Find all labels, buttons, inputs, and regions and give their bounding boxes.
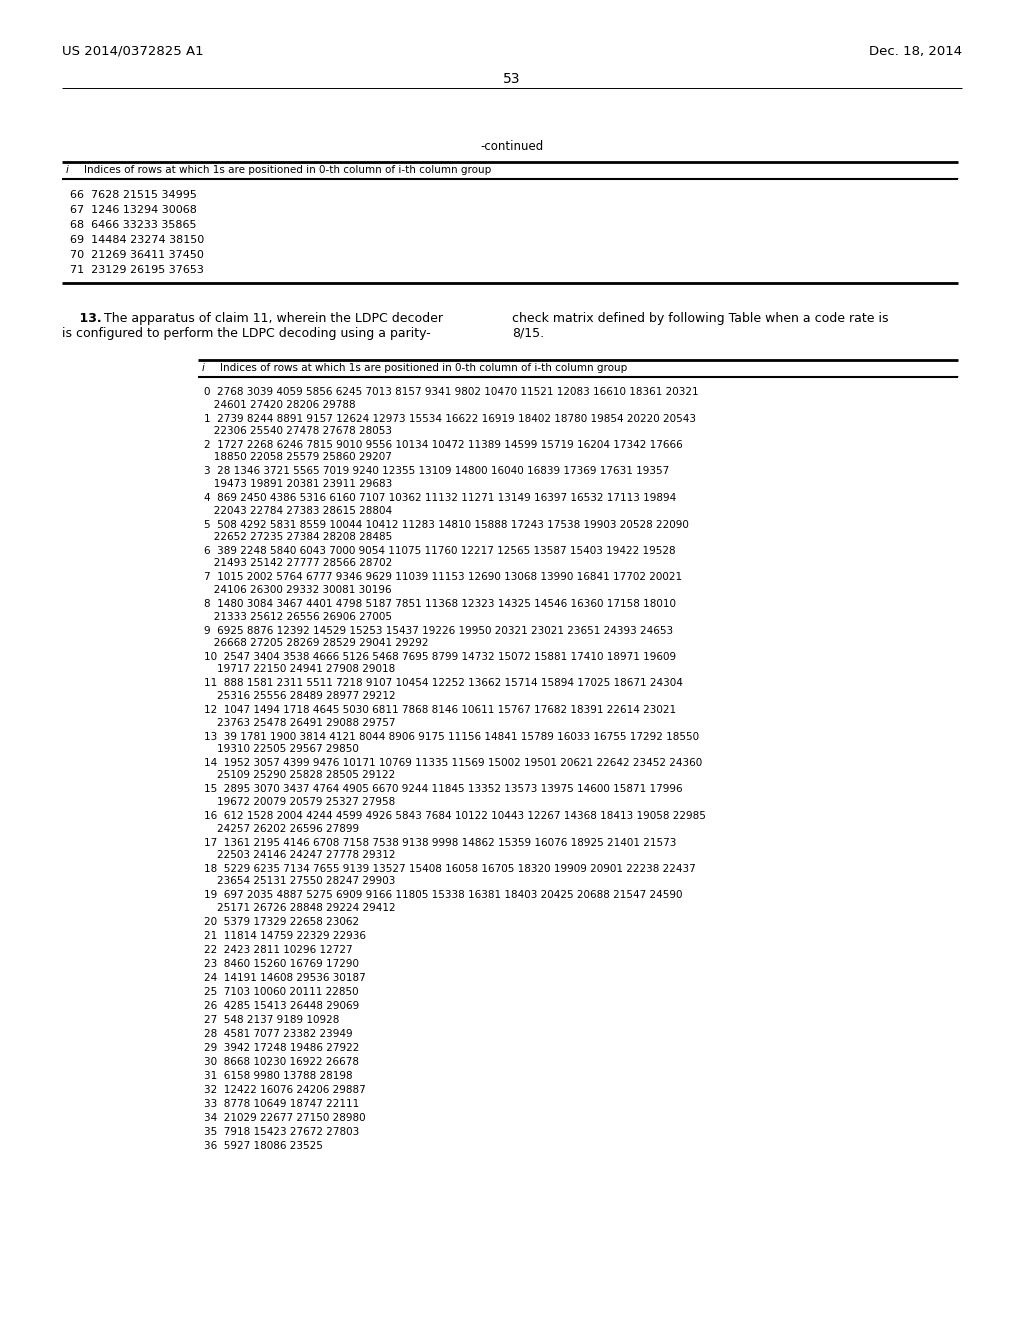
Text: 22  2423 2811 10296 12727: 22 2423 2811 10296 12727 [204, 945, 352, 954]
Text: 29  3942 17248 19486 27922: 29 3942 17248 19486 27922 [204, 1043, 359, 1053]
Text: 12  1047 1494 1718 4645 5030 6811 7868 8146 10611 15767 17682 18391 22614 23021: 12 1047 1494 1718 4645 5030 6811 7868 81… [204, 705, 676, 715]
Text: 15  2895 3070 3437 4764 4905 6670 9244 11845 13352 13573 13975 14600 15871 17996: 15 2895 3070 3437 4764 4905 6670 9244 11… [204, 784, 683, 795]
Text: US 2014/0372825 A1: US 2014/0372825 A1 [62, 45, 204, 58]
Text: 8/15.: 8/15. [512, 327, 544, 341]
Text: 35  7918 15423 27672 27803: 35 7918 15423 27672 27803 [204, 1127, 359, 1137]
Text: 18  5229 6235 7134 7655 9139 13527 15408 16058 16705 18320 19909 20901 22238 224: 18 5229 6235 7134 7655 9139 13527 15408 … [204, 865, 695, 874]
Text: 21  11814 14759 22329 22936: 21 11814 14759 22329 22936 [204, 931, 366, 941]
Text: 19672 20079 20579 25327 27958: 19672 20079 20579 25327 27958 [204, 797, 395, 807]
Text: 7  1015 2002 5764 6777 9346 9629 11039 11153 12690 13068 13990 16841 17702 20021: 7 1015 2002 5764 6777 9346 9629 11039 11… [204, 573, 682, 582]
Text: 18850 22058 25579 25860 29207: 18850 22058 25579 25860 29207 [204, 453, 392, 462]
Text: 10  2547 3404 3538 4666 5126 5468 7695 8799 14732 15072 15881 17410 18971 19609: 10 2547 3404 3538 4666 5126 5468 7695 87… [204, 652, 676, 663]
Text: 22306 25540 27478 27678 28053: 22306 25540 27478 27678 28053 [204, 426, 392, 436]
Text: The apparatus of claim 11, wherein the LDPC decoder: The apparatus of claim 11, wherein the L… [100, 312, 443, 325]
Text: 19473 19891 20381 23911 29683: 19473 19891 20381 23911 29683 [204, 479, 392, 488]
Text: 21333 25612 26556 26906 27005: 21333 25612 26556 26906 27005 [204, 611, 392, 622]
Text: 25171 26726 28848 29224 29412: 25171 26726 28848 29224 29412 [204, 903, 395, 913]
Text: 6  389 2248 5840 6043 7000 9054 11075 11760 12217 12565 13587 15403 19422 19528: 6 389 2248 5840 6043 7000 9054 11075 117… [204, 546, 676, 556]
Text: 17  1361 2195 4146 6708 7158 7538 9138 9998 14862 15359 16076 18925 21401 21573: 17 1361 2195 4146 6708 7158 7538 9138 99… [204, 837, 677, 847]
Text: 26  4285 15413 26448 29069: 26 4285 15413 26448 29069 [204, 1001, 359, 1011]
Text: 26668 27205 28269 28529 29041 29292: 26668 27205 28269 28529 29041 29292 [204, 638, 428, 648]
Text: 22652 27235 27384 28208 28485: 22652 27235 27384 28208 28485 [204, 532, 392, 543]
Text: 69  14484 23274 38150: 69 14484 23274 38150 [70, 235, 204, 246]
Text: 32  12422 16076 24206 29887: 32 12422 16076 24206 29887 [204, 1085, 366, 1096]
Text: 19310 22505 29567 29850: 19310 22505 29567 29850 [204, 744, 358, 754]
Text: 4  869 2450 4386 5316 6160 7107 10362 11132 11271 13149 16397 16532 17113 19894: 4 869 2450 4386 5316 6160 7107 10362 111… [204, 492, 676, 503]
Text: 24106 26300 29332 30081 30196: 24106 26300 29332 30081 30196 [204, 585, 391, 595]
Text: 24601 27420 28206 29788: 24601 27420 28206 29788 [204, 400, 355, 409]
Text: is configured to perform the LDPC decoding using a parity-: is configured to perform the LDPC decodi… [62, 327, 431, 341]
Text: check matrix defined by following Table when a code rate is: check matrix defined by following Table … [512, 312, 889, 325]
Text: 70  21269 36411 37450: 70 21269 36411 37450 [70, 249, 204, 260]
Text: 66  7628 21515 34995: 66 7628 21515 34995 [70, 190, 197, 201]
Text: Indices of rows at which 1s are positioned in 0-th column of i-th column group: Indices of rows at which 1s are position… [84, 165, 492, 176]
Text: Dec. 18, 2014: Dec. 18, 2014 [869, 45, 962, 58]
Text: 25  7103 10060 20111 22850: 25 7103 10060 20111 22850 [204, 987, 358, 997]
Text: 8  1480 3084 3467 4401 4798 5187 7851 11368 12323 14325 14546 16360 17158 18010: 8 1480 3084 3467 4401 4798 5187 7851 113… [204, 599, 676, 609]
Text: 19  697 2035 4887 5275 6909 9166 11805 15338 16381 18403 20425 20688 21547 24590: 19 697 2035 4887 5275 6909 9166 11805 15… [204, 891, 683, 900]
Text: 31  6158 9980 13788 28198: 31 6158 9980 13788 28198 [204, 1071, 352, 1081]
Text: 25109 25290 25828 28505 29122: 25109 25290 25828 28505 29122 [204, 771, 395, 780]
Text: i: i [66, 165, 69, 176]
Text: 16  612 1528 2004 4244 4599 4926 5843 7684 10122 10443 12267 14368 18413 19058 2: 16 612 1528 2004 4244 4599 4926 5843 768… [204, 810, 706, 821]
Text: 1  2739 8244 8891 9157 12624 12973 15534 16622 16919 18402 18780 19854 20220 205: 1 2739 8244 8891 9157 12624 12973 15534 … [204, 413, 696, 424]
Text: Indices of rows at which 1s are positioned in 0-th column of i-th column group: Indices of rows at which 1s are position… [220, 363, 628, 374]
Text: 68  6466 33233 35865: 68 6466 33233 35865 [70, 220, 197, 230]
Text: 27  548 2137 9189 10928: 27 548 2137 9189 10928 [204, 1015, 339, 1026]
Text: 13  39 1781 1900 3814 4121 8044 8906 9175 11156 14841 15789 16033 16755 17292 18: 13 39 1781 1900 3814 4121 8044 8906 9175… [204, 731, 699, 742]
Text: 3  28 1346 3721 5565 7019 9240 12355 13109 14800 16040 16839 17369 17631 19357: 3 28 1346 3721 5565 7019 9240 12355 1310… [204, 466, 670, 477]
Text: 11  888 1581 2311 5511 7218 9107 10454 12252 13662 15714 15894 17025 18671 24304: 11 888 1581 2311 5511 7218 9107 10454 12… [204, 678, 683, 689]
Text: i: i [202, 363, 205, 374]
Text: 36  5927 18086 23525: 36 5927 18086 23525 [204, 1140, 323, 1151]
Text: 14  1952 3057 4399 9476 10171 10769 11335 11569 15002 19501 20621 22642 23452 24: 14 1952 3057 4399 9476 10171 10769 11335… [204, 758, 702, 768]
Text: 24257 26202 26596 27899: 24257 26202 26596 27899 [204, 824, 359, 833]
Text: 23  8460 15260 16769 17290: 23 8460 15260 16769 17290 [204, 960, 359, 969]
Text: 22043 22784 27383 28615 28804: 22043 22784 27383 28615 28804 [204, 506, 392, 516]
Text: 20  5379 17329 22658 23062: 20 5379 17329 22658 23062 [204, 917, 359, 927]
Text: 19717 22150 24941 27908 29018: 19717 22150 24941 27908 29018 [204, 664, 395, 675]
Text: 23654 25131 27550 28247 29903: 23654 25131 27550 28247 29903 [204, 876, 395, 887]
Text: 67  1246 13294 30068: 67 1246 13294 30068 [70, 205, 197, 215]
Text: 24  14191 14608 29536 30187: 24 14191 14608 29536 30187 [204, 973, 366, 983]
Text: 34  21029 22677 27150 28980: 34 21029 22677 27150 28980 [204, 1113, 366, 1123]
Text: 30  8668 10230 16922 26678: 30 8668 10230 16922 26678 [204, 1057, 359, 1067]
Text: 2  1727 2268 6246 7815 9010 9556 10134 10472 11389 14599 15719 16204 17342 17666: 2 1727 2268 6246 7815 9010 9556 10134 10… [204, 440, 683, 450]
Text: 28  4581 7077 23382 23949: 28 4581 7077 23382 23949 [204, 1030, 352, 1039]
Text: -continued: -continued [480, 140, 544, 153]
Text: 33  8778 10649 18747 22111: 33 8778 10649 18747 22111 [204, 1100, 359, 1109]
Text: 9  6925 8876 12392 14529 15253 15437 19226 19950 20321 23021 23651 24393 24653: 9 6925 8876 12392 14529 15253 15437 1922… [204, 626, 673, 635]
Text: 23763 25478 26491 29088 29757: 23763 25478 26491 29088 29757 [204, 718, 395, 727]
Text: 5  508 4292 5831 8559 10044 10412 11283 14810 15888 17243 17538 19903 20528 2209: 5 508 4292 5831 8559 10044 10412 11283 1… [204, 520, 689, 529]
Text: 0  2768 3039 4059 5856 6245 7013 8157 9341 9802 10470 11521 12083 16610 18361 20: 0 2768 3039 4059 5856 6245 7013 8157 934… [204, 387, 698, 397]
Text: 71  23129 26195 37653: 71 23129 26195 37653 [70, 265, 204, 275]
Text: 25316 25556 28489 28977 29212: 25316 25556 28489 28977 29212 [204, 690, 395, 701]
Text: 13.: 13. [62, 312, 101, 325]
Text: 21493 25142 27777 28566 28702: 21493 25142 27777 28566 28702 [204, 558, 392, 569]
Text: 53: 53 [503, 73, 521, 86]
Text: 22503 24146 24247 27778 29312: 22503 24146 24247 27778 29312 [204, 850, 395, 861]
